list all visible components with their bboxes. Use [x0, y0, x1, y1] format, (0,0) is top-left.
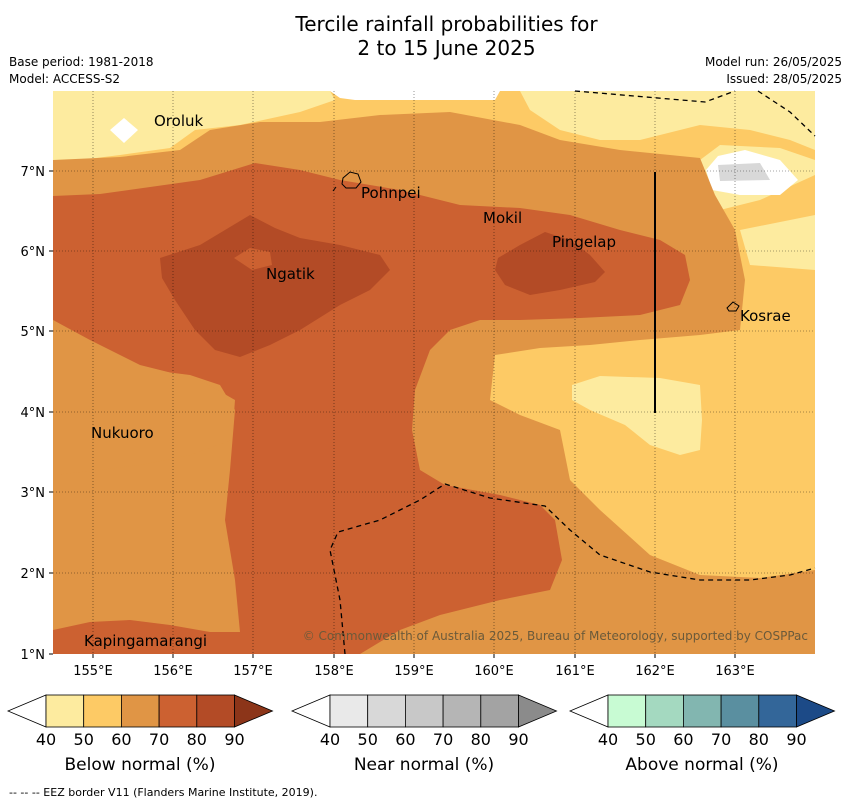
colorbar-tick-label: 70	[149, 730, 169, 749]
colorbar-segment	[158, 694, 198, 728]
colorbar-segment	[758, 694, 797, 728]
colorbar-segment	[404, 694, 444, 728]
place-oroluk: Oroluk	[154, 112, 203, 130]
lat-tick-label: 6°N	[21, 245, 46, 260]
lon-tick-label: 156°E	[153, 664, 193, 679]
pohnpei-island	[341, 171, 362, 189]
colorbar-tick-label: 60	[111, 730, 131, 749]
place-nukuoro: Nukuoro	[91, 424, 154, 442]
colorbar-extend-low	[568, 694, 609, 728]
colorbars: 40 50 60 70 80 90 40 50 60 70 80 90 40 50 60 70 80 90	[6, 694, 836, 749]
colorbar-label-below: Below normal (%)	[64, 755, 216, 775]
colorbar-label-near: Near normal (%)	[353, 755, 495, 775]
lon-tick-label: 162°E	[635, 664, 675, 679]
lat-tick-label: 1°N	[21, 648, 46, 663]
lon-tick-label: 158°E	[314, 664, 354, 679]
lat-tick-label: 2°N	[21, 567, 46, 582]
lon-tick-label: 161°E	[555, 664, 595, 679]
band-below-40-small	[110, 118, 138, 143]
lon-tick-label: 157°E	[233, 664, 273, 679]
latitude-ticks: 7°N 6°N 5°N 4°N 3°N 2°N 1°N	[21, 165, 53, 663]
eez-footnote: -- -- -- EEZ border V11 (Flanders Marine…	[9, 786, 318, 799]
model-run: Model run: 26/05/2025	[704, 55, 842, 69]
colorbar-tick-label: 60	[395, 730, 415, 749]
lon-tick-label: 163°E	[715, 664, 755, 679]
colorbar-tick-label: 80	[471, 730, 491, 749]
band-40-50-northwest	[53, 91, 335, 160]
lat-tick-label: 7°N	[21, 165, 46, 180]
colorbar-tick-label: 90	[508, 730, 528, 749]
colorbar-segment	[442, 694, 482, 728]
model-name: Model: ACCESS-S2	[9, 72, 121, 86]
kosrae-island	[726, 301, 740, 312]
colorbar-segment	[645, 694, 684, 728]
colorbar-tick-label: 90	[224, 730, 244, 749]
base-period: Base period: 1981-2018	[9, 55, 154, 69]
eez-border	[329, 90, 816, 655]
place-kapingamarangi: Kapingamarangi	[84, 632, 207, 650]
lat-tick-label: 3°N	[21, 486, 46, 501]
islet-mark	[332, 186, 337, 192]
lat-tick-label: 4°N	[21, 406, 46, 421]
lon-tick-label: 159°E	[394, 664, 434, 679]
chart-title: Tercile rainfall probabilities for 2 to …	[0, 12, 850, 60]
colorbar-tick-label: 80	[187, 730, 207, 749]
band-40-50-south	[572, 376, 702, 455]
band-below-40-top	[330, 91, 500, 100]
place-kosrae: Kosrae	[740, 307, 791, 325]
band-40-50-northeast	[520, 91, 815, 150]
colorbar-2: 40 50 60 70 80 90	[290, 694, 558, 749]
title-line-2: 2 to 15 June 2025	[357, 36, 536, 60]
band-40-50-east-2	[740, 215, 815, 270]
colorbar-tick-label: 40	[320, 730, 340, 749]
band-60-70-west	[53, 320, 235, 475]
colorbar-label-above: Above normal (%)	[625, 755, 779, 775]
colorbar-tick-label: 50	[358, 730, 378, 749]
colorbar-3: 40 50 60 70 80 90	[568, 694, 836, 749]
meta-right: Model run: 26/05/2025 Issued: 28/05/2025	[705, 54, 842, 88]
lon-tick-label: 155°E	[73, 664, 113, 679]
place-pohnpei: Pohnpei	[361, 184, 421, 202]
colorbar-segment	[720, 694, 760, 728]
colorbar-extend-low	[6, 694, 47, 728]
colorbar-segment	[683, 694, 722, 728]
colorbar-tick-label: 40	[36, 730, 56, 749]
colorbar-segment	[121, 694, 160, 728]
place-pingelap: Pingelap	[552, 233, 616, 251]
issued-date: Issued: 28/05/2025	[726, 72, 842, 86]
colorbar-tick-label: 70	[433, 730, 453, 749]
title-line-1: Tercile rainfall probabilities for	[295, 12, 598, 36]
colorbar-extend-low	[290, 694, 331, 728]
colorbar-tick-label: 60	[673, 730, 693, 749]
colorbar-segment	[196, 694, 235, 728]
copyright-credit: © Commonwealth of Australia 2025, Bureau…	[303, 629, 808, 643]
place-mokil: Mokil	[483, 209, 522, 227]
colorbar-segment	[83, 694, 122, 728]
colorbar-tick-label: 40	[598, 730, 618, 749]
colorbar-1: 40 50 60 70 80 90	[6, 694, 274, 749]
probability-field	[53, 91, 815, 654]
colorbar-extend-high	[518, 694, 558, 728]
lon-tick-label: 160°E	[474, 664, 514, 679]
colorbar-extend-high	[234, 694, 274, 728]
colorbar-segment	[329, 694, 369, 728]
colorbar-segment	[45, 694, 85, 728]
colorbar-tick-label: 90	[786, 730, 806, 749]
colorbar-tick-label: 80	[749, 730, 769, 749]
colorbar-tick-label: 70	[711, 730, 731, 749]
meta-left: Base period: 1981-2018 Model: ACCESS-S2	[9, 54, 154, 88]
colorbar-extend-high	[796, 694, 836, 728]
band-80-90-ngatik	[160, 215, 390, 357]
place-ngatik: Ngatik	[266, 265, 315, 283]
band-80-90-pingelap	[495, 232, 605, 295]
colorbar-tick-label: 50	[74, 730, 94, 749]
near-normal-patch	[718, 163, 770, 181]
colorbar-segment	[607, 694, 647, 728]
lat-tick-label: 5°N	[21, 325, 46, 340]
colorbar-segment	[480, 694, 519, 728]
colorbar-tick-label: 50	[636, 730, 656, 749]
colorbar-segment	[367, 694, 406, 728]
longitude-ticks: 155°E 156°E 157°E 158°E 159°E 160°E 161°E 162°E…	[73, 654, 755, 679]
